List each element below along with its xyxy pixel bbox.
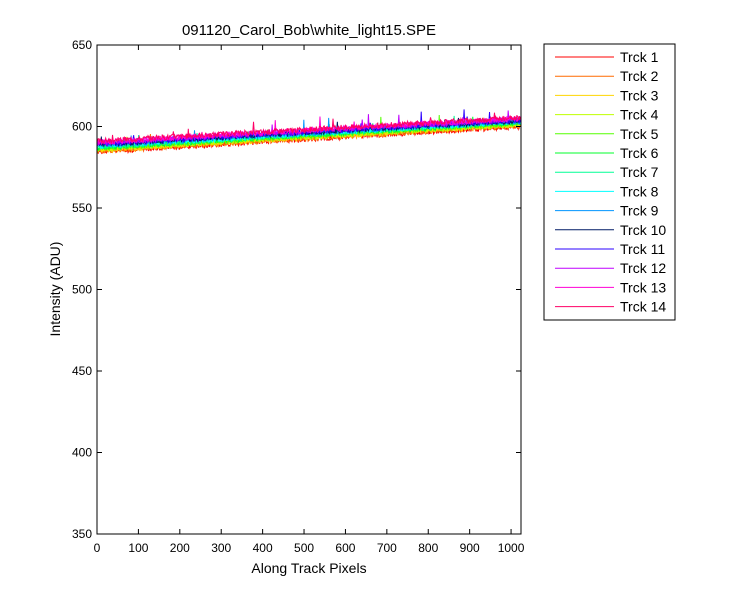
y-tick-label: 500 <box>72 283 92 297</box>
legend-entry-9: Trck 9 <box>555 203 659 219</box>
x-tick-label: 400 <box>253 541 273 555</box>
x-tick-label: 900 <box>460 541 480 555</box>
y-tick-label: 400 <box>72 446 92 460</box>
x-tick-label: 100 <box>128 541 148 555</box>
x-tick-label: 0 <box>94 541 101 555</box>
legend-entry-12: Trck 12 <box>555 260 666 276</box>
legend-label: Trck 14 <box>620 299 666 315</box>
x-axis-label: Along Track Pixels <box>251 560 366 576</box>
y-axis-label: Intensity (ADU) <box>47 242 63 337</box>
legend: Trck 1 Trck 2 Trck 3 Trck 4 Trck 5 Trck 6 Trck… <box>543 43 676 321</box>
x-tick-label: 600 <box>335 541 355 555</box>
legend-entry-7: Trck 7 <box>555 164 659 180</box>
legend-entry-14: Trck 14 <box>555 299 666 315</box>
legend-box <box>543 43 676 321</box>
legend-entry-1: Trck 1 <box>555 49 659 65</box>
x-tick-label: 1000 <box>498 541 525 555</box>
legend-label: Trck 8 <box>620 183 659 199</box>
series-line-2 <box>97 121 521 179</box>
legend-label: Trck 1 <box>620 49 659 65</box>
legend-label: Trck 3 <box>620 87 659 103</box>
x-tick-label: 700 <box>377 541 397 555</box>
legend-label: Trck 4 <box>620 107 659 123</box>
legend-entry-10: Trck 10 <box>555 222 666 238</box>
plot-area: 0 100 200 300 400 500 600 700 800 900 1000 350 400 45… <box>72 38 525 555</box>
legend-label: Trck 12 <box>620 260 666 276</box>
legend-label: Trck 6 <box>620 145 659 161</box>
legend-entry-11: Trck 11 <box>555 241 665 257</box>
legend-label: Trck 7 <box>620 164 659 180</box>
x-tick-label: 200 <box>170 541 190 555</box>
legend-entry-3: Trck 3 <box>555 87 659 103</box>
legend-label: Trck 11 <box>620 241 665 257</box>
y-tick-label: 550 <box>72 201 92 215</box>
y-tick-label: 650 <box>72 38 92 52</box>
legend-entry-5: Trck 5 <box>555 126 659 142</box>
plot-background <box>97 45 521 534</box>
y-tick-label: 600 <box>72 120 92 134</box>
legend-entry-6: Trck 6 <box>555 145 659 161</box>
legend-label: Trck 2 <box>620 68 659 84</box>
legend-entry-13: Trck 13 <box>555 279 666 295</box>
series-group <box>97 109 521 182</box>
legend-label: Trck 10 <box>620 222 666 238</box>
legend-label: Trck 13 <box>620 279 666 295</box>
legend-entry-4: Trck 4 <box>555 107 659 123</box>
legend-entry-2: Trck 2 <box>555 68 659 84</box>
y-tick-label: 450 <box>72 364 92 378</box>
legend-label: Trck 9 <box>620 203 659 219</box>
legend-label: Trck 5 <box>620 126 659 142</box>
legend-entry-8: Trck 8 <box>555 183 659 199</box>
y-tick-label: 350 <box>72 527 92 541</box>
x-tick-label: 500 <box>294 541 314 555</box>
x-tick-label: 800 <box>418 541 438 555</box>
x-tick-label: 300 <box>211 541 231 555</box>
chart-title: 091120_Carol_Bob\white_light15.SPE <box>182 22 436 39</box>
series-line-14 <box>97 112 521 169</box>
